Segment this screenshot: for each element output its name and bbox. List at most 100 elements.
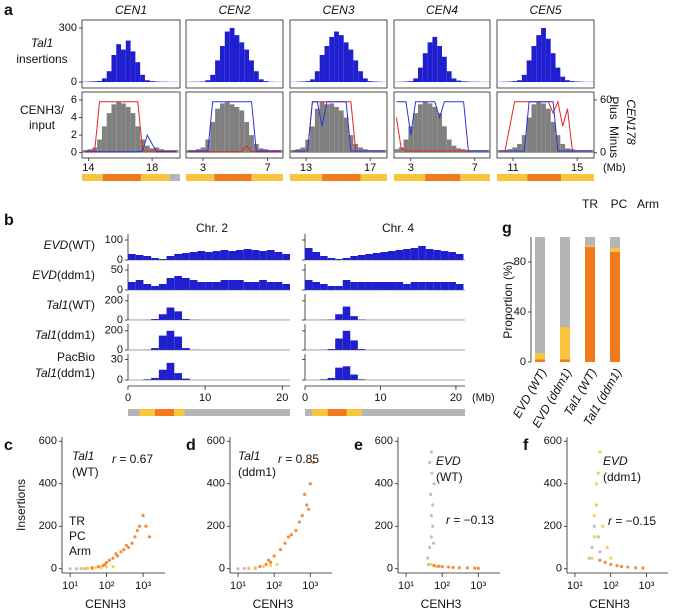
y-tick-label: 600 — [39, 435, 57, 447]
point — [130, 541, 134, 545]
y2-axis-label: CEN178 — [624, 99, 638, 145]
cenh3-bar — [82, 150, 88, 153]
track-bar — [365, 254, 373, 260]
insertion-bar — [200, 81, 206, 83]
track-bar — [395, 250, 404, 260]
point — [603, 560, 607, 564]
cenh3-bar — [329, 103, 335, 153]
point — [446, 565, 451, 569]
point — [609, 556, 613, 560]
x-tick-label: 10² — [603, 580, 619, 592]
track-label: Tal1(ddm1) — [35, 328, 95, 342]
insertion-bar — [253, 71, 259, 83]
track-bar — [312, 252, 321, 260]
track-bar — [166, 330, 175, 350]
insertion-bar — [125, 40, 131, 83]
y-tick-label: 0 — [117, 344, 123, 356]
y-tick-label: 2 — [71, 129, 77, 141]
chromosome-title: Chr. 2 — [196, 221, 228, 235]
region — [184, 409, 290, 416]
insertion-bar — [300, 81, 306, 83]
x-tick-label: 11 — [507, 162, 518, 174]
point — [590, 556, 594, 560]
track-bar — [236, 250, 244, 260]
cenh3-bar — [427, 103, 433, 153]
insertion-bar — [154, 81, 160, 83]
cenh3-bar — [422, 101, 428, 153]
track-label-part: EVD — [32, 268, 57, 282]
insertion-bar — [135, 62, 141, 83]
insertion-bar — [140, 74, 145, 83]
cenh3-bar — [521, 135, 527, 153]
point — [634, 566, 638, 570]
track-bar — [243, 249, 252, 260]
point — [598, 550, 602, 554]
point — [119, 550, 123, 554]
track-bar — [410, 248, 419, 260]
bar-segment — [535, 237, 545, 354]
cenh3-bar — [314, 108, 320, 153]
track-label: Tal1(WT) — [46, 298, 95, 312]
strand-legend: Minus — [607, 126, 621, 158]
point — [303, 492, 307, 496]
column-title: CEN5 — [529, 3, 561, 17]
y-tick-label: 0 — [556, 563, 562, 575]
region — [312, 409, 328, 416]
point — [278, 548, 283, 552]
point — [99, 566, 103, 570]
x-tick-label: 10 — [199, 392, 211, 404]
x-tick-label: 7 — [265, 162, 271, 174]
track-label: EVD(WT) — [44, 238, 95, 252]
point — [261, 565, 265, 569]
track-bar — [174, 311, 182, 320]
x-tick-label: 3 — [408, 162, 414, 174]
insertion-bar — [219, 45, 225, 83]
track-bar — [151, 258, 159, 260]
x-tick-label: 7 — [472, 162, 478, 174]
legend-entry: Arm — [637, 197, 659, 211]
strand-line — [188, 144, 281, 153]
point — [247, 566, 251, 570]
x-tick-label: 0 — [302, 392, 308, 404]
cenh3-bar — [210, 121, 216, 153]
point — [429, 562, 433, 567]
x-tick-label: 10 — [374, 392, 386, 404]
point — [124, 543, 129, 547]
track-bar — [312, 282, 321, 290]
insertion-bar — [92, 81, 98, 83]
track-bar — [342, 280, 351, 290]
point — [615, 563, 619, 568]
track-bar — [305, 280, 313, 290]
cenh3-bar — [200, 147, 206, 153]
bar-segment — [585, 237, 595, 246]
region — [251, 174, 283, 181]
region — [394, 174, 426, 181]
correlation: r = 0.85 — [278, 452, 319, 466]
track-bar — [320, 284, 328, 290]
track-bar — [212, 282, 221, 290]
y-tick-label: 0 — [117, 254, 123, 266]
track-bar — [174, 373, 182, 380]
track-bar — [455, 254, 464, 260]
track-label-part: Tal1 — [35, 328, 57, 342]
insertion-bar — [234, 35, 240, 83]
point — [79, 567, 83, 571]
bar-segment — [610, 237, 620, 249]
cenh3-bar — [517, 143, 522, 153]
insertion-bar — [521, 74, 527, 83]
insertion-bar — [565, 80, 570, 83]
track-bar — [350, 374, 358, 380]
track-bar — [440, 282, 449, 290]
point — [587, 556, 591, 560]
point — [429, 514, 433, 518]
cenh3-bar — [121, 103, 126, 153]
point — [114, 552, 118, 556]
track-label-part: Tal1 — [46, 298, 68, 312]
y-tick-label: 400 — [544, 478, 562, 490]
point — [609, 562, 613, 567]
point — [289, 533, 293, 537]
panel-label: EVD — [436, 454, 461, 468]
track-bar — [448, 252, 456, 260]
cenh3-bar — [442, 126, 447, 153]
